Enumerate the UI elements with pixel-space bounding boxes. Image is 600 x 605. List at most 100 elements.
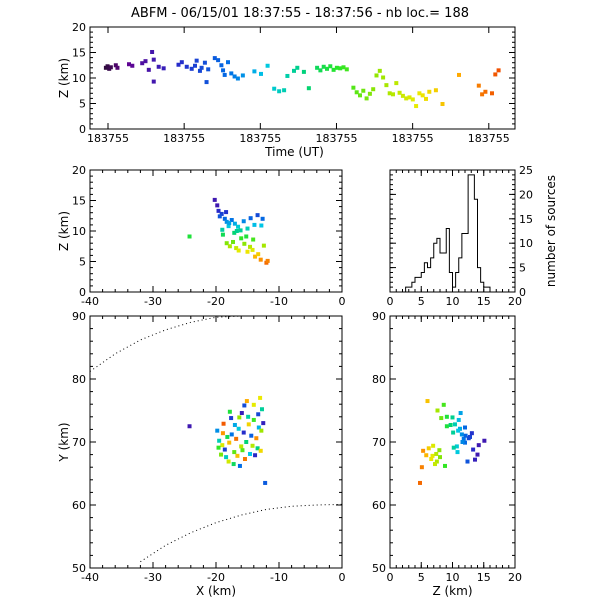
- x-z-point: [217, 214, 222, 219]
- x-y-ytick-label: 70: [72, 436, 86, 449]
- time-z-xtick-label: 183755: [315, 132, 357, 145]
- x-z-point: [236, 224, 241, 229]
- time-z-point: [334, 65, 339, 70]
- z-y-frame: [389, 315, 516, 569]
- x-y-point: [217, 438, 222, 443]
- z-hist-ylabel: number of sources: [544, 175, 558, 287]
- z-y-point: [463, 425, 467, 430]
- z-y-point: [476, 443, 481, 448]
- z-hist-xtick-label: 15: [477, 295, 491, 308]
- z-y-point: [434, 459, 439, 464]
- z-y-xtick-label: 15: [477, 571, 491, 584]
- time-z-xtick-label: 183755: [163, 132, 205, 145]
- time-z-point: [483, 89, 488, 94]
- time-z-point: [130, 63, 135, 68]
- x-z-point: [265, 258, 270, 263]
- time-z-point: [151, 57, 156, 62]
- x-z-point: [261, 243, 266, 248]
- z-y-xtick-label: 10: [446, 571, 460, 584]
- z-y-point: [469, 431, 474, 436]
- x-z-point: [226, 224, 231, 229]
- time-z-point: [189, 66, 194, 71]
- x-y-point: [232, 422, 237, 427]
- time-z-ytick-label: 15: [72, 47, 86, 60]
- z-y-point: [419, 465, 424, 470]
- z-y-point: [437, 448, 442, 453]
- x-z-point: [245, 226, 250, 231]
- time-z-point: [361, 88, 366, 93]
- x-z-point: [253, 254, 258, 259]
- x-y-point: [232, 450, 237, 455]
- z-y-point: [482, 438, 487, 443]
- time-z-point: [364, 96, 369, 101]
- x-z-point: [244, 234, 249, 239]
- x-z-point: [219, 211, 224, 216]
- z-y-point: [460, 440, 465, 444]
- x-y-point: [254, 436, 259, 441]
- x-z-point: [224, 241, 229, 246]
- x-y-point: [258, 395, 263, 400]
- x-y-point: [261, 421, 266, 426]
- time-z-point: [282, 88, 287, 93]
- z-hist-ytick-label: 25: [519, 164, 533, 177]
- time-z-point: [222, 72, 227, 77]
- time-z-point: [315, 65, 320, 70]
- z-y-ytick-label: 90: [372, 310, 386, 323]
- x-y-point: [255, 446, 260, 451]
- time-z-point: [367, 91, 372, 96]
- time-z-point: [127, 62, 131, 67]
- time-z-point: [306, 86, 311, 91]
- time-z-point: [179, 60, 184, 65]
- x-y-point: [187, 424, 192, 429]
- x-z-point: [248, 216, 253, 221]
- z-y-point: [453, 422, 457, 427]
- time-z-point: [199, 65, 204, 70]
- time-z-xtick-label: 183755: [87, 132, 129, 145]
- z-y-point: [458, 411, 463, 416]
- x-y-xtick-label: 0: [339, 571, 346, 584]
- time-z-point: [194, 58, 199, 63]
- time-z-point: [229, 71, 234, 76]
- x-y-frame: [89, 315, 343, 569]
- time-z-point: [338, 66, 343, 71]
- x-y-point: [235, 453, 240, 458]
- time-z-point: [374, 73, 379, 78]
- time-z-point: [285, 73, 290, 78]
- x-z-point: [231, 239, 236, 244]
- x-y-point: [256, 412, 261, 417]
- z-y-xlabel: Z (km): [432, 584, 472, 598]
- time-z-point: [146, 67, 151, 72]
- time-z-point: [381, 75, 386, 80]
- time-z-point: [480, 92, 485, 97]
- x-z-point: [220, 232, 225, 237]
- z-y-point: [471, 447, 476, 452]
- z-hist-xtick-label: 5: [418, 295, 425, 308]
- time-z-point: [417, 91, 422, 96]
- x-y-xtick-label: -30: [144, 571, 162, 584]
- time-z-point: [341, 65, 346, 70]
- z-hist-ytick-label: 15: [519, 213, 533, 226]
- z-y-xtick-label: 20: [508, 571, 522, 584]
- time-z-point: [252, 69, 257, 74]
- time-z-point: [371, 87, 376, 92]
- x-z-point: [245, 249, 250, 254]
- x-y-point: [236, 426, 241, 431]
- x-y-point: [229, 416, 234, 421]
- x-y-point: [246, 422, 251, 427]
- time-z-xtick-label: 183755: [392, 132, 434, 145]
- z-y-point: [418, 480, 422, 485]
- x-z-point: [216, 208, 221, 213]
- x-y-point: [242, 403, 247, 408]
- time-z-point: [197, 68, 202, 73]
- z-y-point: [438, 455, 442, 460]
- time-z-xtick-label: 183755: [239, 132, 281, 145]
- z-y-xtick-label: 5: [418, 571, 425, 584]
- z-hist-xtick-label: 0: [387, 295, 394, 308]
- x-z-point: [250, 247, 255, 252]
- z-hist-steps: [405, 174, 494, 293]
- z-y-point: [421, 448, 426, 453]
- x-y-point: [237, 415, 242, 420]
- time-z-ytick-label: 0: [79, 123, 86, 136]
